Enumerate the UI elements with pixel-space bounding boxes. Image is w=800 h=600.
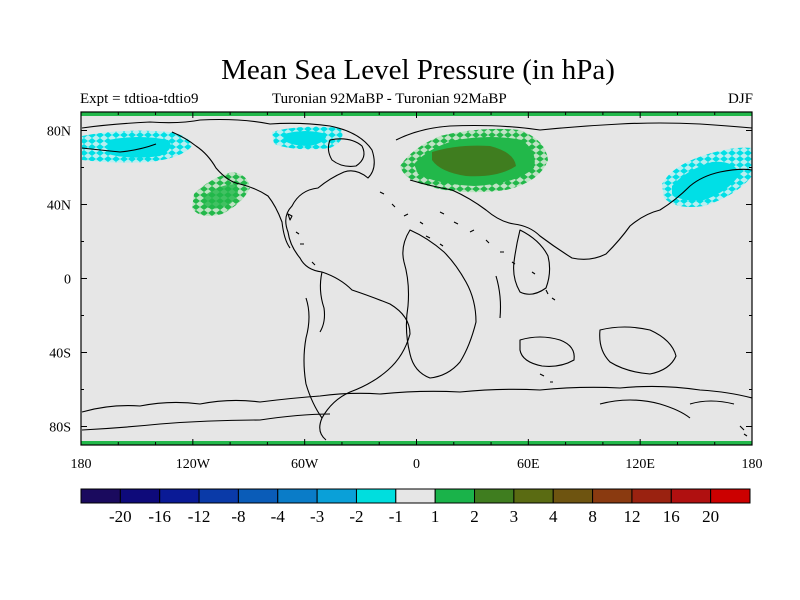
colorbar-label: -20 <box>109 507 132 526</box>
colorbar <box>80 488 751 504</box>
lon-tick-label: 120W <box>176 457 211 472</box>
map-ticks <box>80 112 753 445</box>
colorbar-label: 2 <box>470 507 479 526</box>
experiment-label: Expt = tdtioa-tdtio9 <box>80 91 199 107</box>
colorbar-labels: -20 -16 -12 -8 -4 -3 -2 -1 1 2 3 4 8 12 16 20 <box>109 507 719 526</box>
colorbar-swatch <box>434 488 476 504</box>
lon-tick-label: 180 <box>742 457 763 472</box>
colorbar-swatch <box>159 488 200 504</box>
longitude-tick-labels: 180 120W 60W 0 60E 120E 180 <box>71 457 763 472</box>
colorbar-label: 12 <box>623 507 640 526</box>
season-label: DJF <box>727 91 753 107</box>
colorbar-swatch <box>631 488 672 504</box>
lon-tick-label: 180 <box>71 457 92 472</box>
colorbar-swatch <box>710 488 751 504</box>
colorbar-swatch <box>552 488 594 504</box>
lat-tick-label: 40N <box>47 199 71 214</box>
colorbar-swatch <box>80 488 121 504</box>
coastlines <box>81 118 752 441</box>
page-title: Mean Sea Level Pressure (in hPa) <box>221 54 615 86</box>
colorbar-label: -16 <box>148 507 171 526</box>
colorbar-label: 20 <box>702 507 719 526</box>
colorbar-swatch <box>316 488 357 504</box>
colorbar-swatch <box>237 488 279 504</box>
colorbar-swatch <box>395 488 436 504</box>
colorbar-swatch <box>119 488 161 504</box>
lon-tick-label: 0 <box>413 457 420 472</box>
lon-tick-label: 120E <box>625 457 655 472</box>
colorbar-swatch <box>355 488 397 504</box>
colorbar-label: -3 <box>310 507 324 526</box>
lat-tick-label: 80S <box>49 421 71 436</box>
colorbar-label: 1 <box>431 507 440 526</box>
colorbar-label: -8 <box>231 507 245 526</box>
colorbar-swatch <box>474 488 515 504</box>
lat-tick-label: 40S <box>49 347 71 362</box>
colorbar-label: -4 <box>271 507 286 526</box>
colorbar-label: -12 <box>188 507 211 526</box>
colorbar-label: -2 <box>349 507 363 526</box>
colorbar-label: 4 <box>549 507 558 526</box>
lon-tick-label: 60W <box>291 457 319 472</box>
period-label: Turonian 92MaBP - Turonian 92MaBP <box>272 91 507 107</box>
colorbar-swatch <box>198 488 239 504</box>
colorbar-label: 16 <box>663 507 680 526</box>
colorbar-label: -1 <box>389 507 403 526</box>
lon-tick-label: 60E <box>517 457 540 472</box>
lat-tick-label: 80N <box>47 125 71 140</box>
latitude-tick-labels: 80N 40N 0 40S 80S <box>47 125 71 436</box>
colorbar-swatch <box>592 488 633 504</box>
lat-tick-label: 0 <box>64 273 71 288</box>
colorbar-label: 3 <box>510 507 519 526</box>
colorbar-swatch <box>277 488 318 504</box>
anomaly-eurasia-north <box>400 128 548 193</box>
colorbar-swatch <box>513 488 554 504</box>
anomaly-arctic-central <box>272 126 343 150</box>
anomaly-arctic-west <box>82 130 192 163</box>
colorbar-label: 8 <box>588 507 597 526</box>
colorbar-swatch <box>670 488 712 504</box>
